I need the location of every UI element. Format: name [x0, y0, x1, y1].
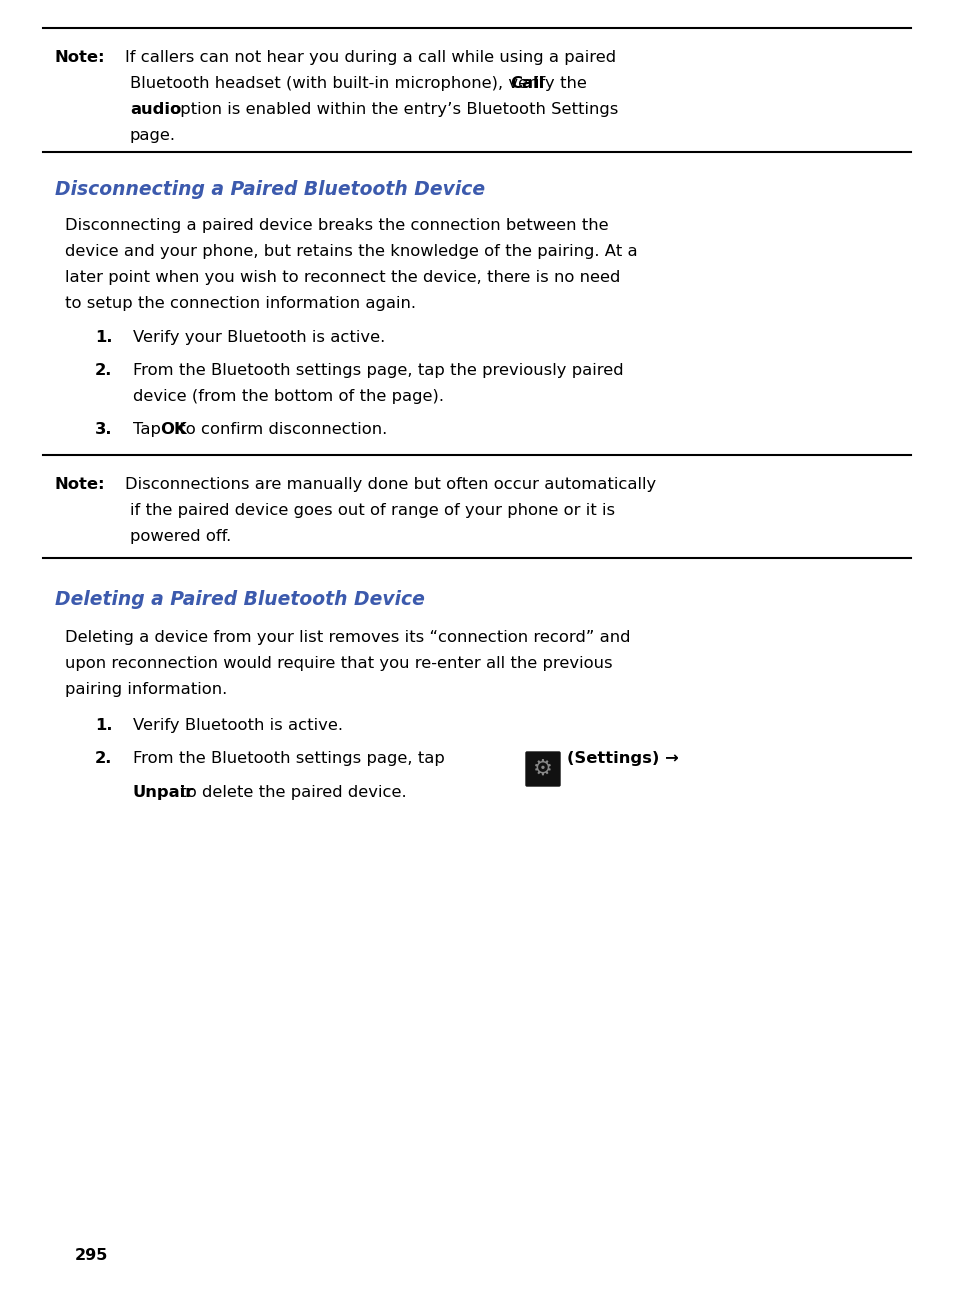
Text: 1.: 1. — [95, 717, 112, 733]
Text: OK: OK — [159, 422, 186, 436]
Text: if the paired device goes out of range of your phone or it is: if the paired device goes out of range o… — [130, 502, 615, 518]
Text: Verify Bluetooth is active.: Verify Bluetooth is active. — [132, 717, 343, 733]
Text: later point when you wish to reconnect the device, there is no need: later point when you wish to reconnect t… — [65, 269, 619, 285]
Text: Disconnecting a Paired Bluetooth Device: Disconnecting a Paired Bluetooth Device — [55, 180, 485, 199]
Text: Tap: Tap — [132, 422, 166, 436]
Text: Disconnecting a paired device breaks the connection between the: Disconnecting a paired device breaks the… — [65, 218, 608, 233]
FancyBboxPatch shape — [525, 752, 559, 786]
Text: 3.: 3. — [95, 422, 112, 436]
Text: to setup the connection information again.: to setup the connection information agai… — [65, 297, 416, 311]
Text: audio: audio — [130, 102, 181, 117]
Text: Verify your Bluetooth is active.: Verify your Bluetooth is active. — [132, 330, 385, 344]
Text: pairing information.: pairing information. — [65, 682, 227, 697]
Text: to confirm disconnection.: to confirm disconnection. — [173, 422, 387, 436]
Text: From the Bluetooth settings page, tap the previously paired: From the Bluetooth settings page, tap th… — [132, 363, 623, 378]
Text: powered off.: powered off. — [130, 528, 231, 544]
Text: Unpair: Unpair — [132, 785, 194, 800]
Text: option is enabled within the entry’s Bluetooth Settings: option is enabled within the entry’s Blu… — [165, 102, 618, 117]
Text: device and your phone, but retains the knowledge of the pairing. At a: device and your phone, but retains the k… — [65, 243, 637, 259]
Text: (Settings) →: (Settings) → — [566, 751, 679, 767]
Text: If callers can not hear you during a call while using a paired: If callers can not hear you during a cal… — [125, 51, 616, 65]
Text: 295: 295 — [75, 1248, 109, 1263]
Text: Note:: Note: — [55, 51, 106, 65]
Text: to delete the paired device.: to delete the paired device. — [175, 785, 407, 800]
Text: Call: Call — [510, 76, 544, 91]
Text: Bluetooth headset (with built-in microphone), verify the: Bluetooth headset (with built-in microph… — [130, 76, 592, 91]
Text: upon reconnection would require that you re-enter all the previous: upon reconnection would require that you… — [65, 657, 612, 671]
Text: Deleting a Paired Bluetooth Device: Deleting a Paired Bluetooth Device — [55, 591, 424, 609]
Text: ⚙: ⚙ — [533, 759, 553, 780]
Text: page.: page. — [130, 128, 175, 142]
Text: 2.: 2. — [95, 751, 112, 767]
Text: 1.: 1. — [95, 330, 112, 344]
Text: Deleting a device from your list removes its “connection record” and: Deleting a device from your list removes… — [65, 629, 630, 645]
Text: device (from the bottom of the page).: device (from the bottom of the page). — [132, 388, 443, 404]
Text: 2.: 2. — [95, 363, 112, 378]
Text: From the Bluetooth settings page, tap: From the Bluetooth settings page, tap — [132, 751, 450, 767]
Text: Note:: Note: — [55, 477, 106, 492]
Text: Disconnections are manually done but often occur automatically: Disconnections are manually done but oft… — [125, 477, 656, 492]
